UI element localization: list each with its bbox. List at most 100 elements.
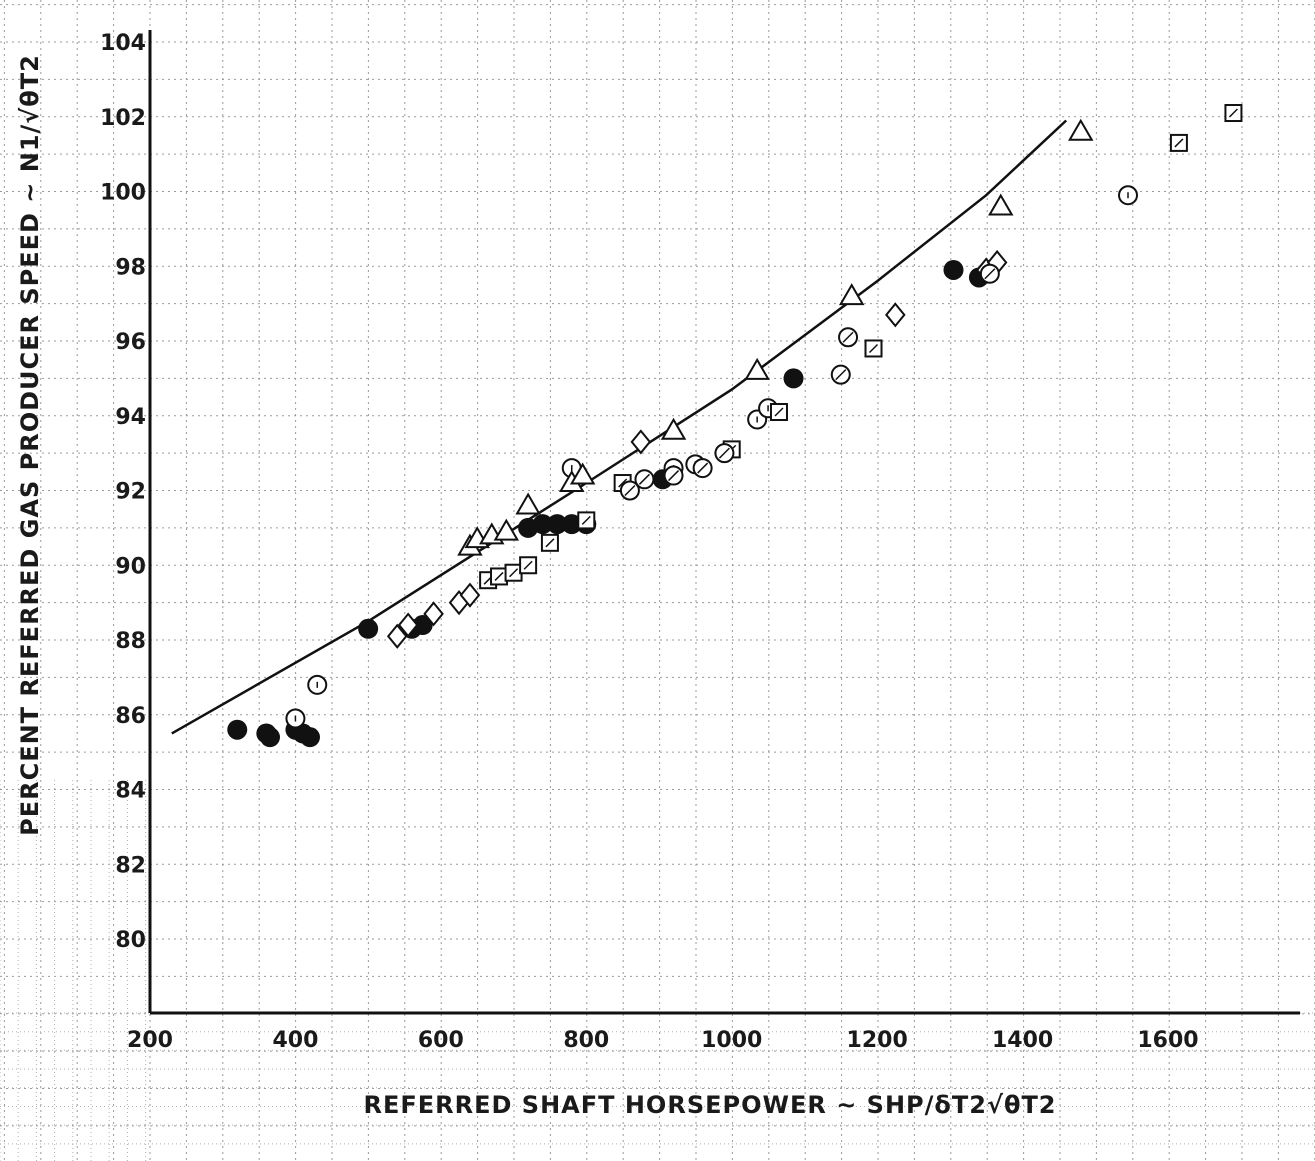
point-mark [227,719,248,740]
y-tick-label: 90 [115,554,146,579]
data-point-flagged-circle [979,263,1000,284]
point-flag [868,343,879,354]
x-tick-label: 1600 [1137,1028,1198,1053]
x-tick-label: 600 [418,1028,464,1053]
point-mark [423,601,444,627]
x-tick-label: 1400 [992,1028,1053,1053]
data-point-flagged-square [1169,133,1188,152]
y-tick-label: 102 [100,106,146,131]
data-point-filled-circle [561,514,582,535]
point-mark [259,727,280,748]
point-mark [412,615,433,636]
point-mark [885,302,906,328]
point-mark [532,514,553,535]
point-mark [358,618,379,639]
point-flag [494,571,504,581]
axes [148,30,1300,1015]
data-point-diamond [386,623,408,649]
point-flag [523,560,533,570]
data-point-diamond [630,429,652,455]
data-point-flagged-square [864,339,883,358]
point-flag [638,473,650,485]
data-point-filled-circle [412,615,433,636]
point-flag [618,478,628,488]
point-flag [718,447,730,459]
data-point-flagged-square [1224,104,1243,123]
x-tick-label: 1000 [701,1028,762,1053]
y-tick-label: 84 [115,779,146,804]
data-point-triangle [744,357,770,380]
x-tick-label: 400 [272,1028,318,1053]
data-point-filled-circle [227,719,248,740]
data-point-filled-circle [299,727,320,748]
point-flag [984,268,996,280]
data-point-flagged-circle [692,458,713,479]
point-flag [842,331,854,343]
y-tick-label: 94 [115,405,146,430]
y-tick-labels: 80 82 84 86 88 90 92 94 96 98 100 102 104 [100,31,146,953]
data-point-filled-circle [259,727,280,748]
data-point-diamond [459,582,481,608]
x-tick-label: 800 [563,1028,609,1053]
point-mark [630,429,652,455]
x-tick-labels: 200 400 600 800 1000 1200 1400 1600 [127,1028,1199,1053]
data-point-filled-circle [943,259,964,280]
y-tick-label: 88 [115,629,146,654]
data-point-triangle [493,518,520,541]
y-axis-label: PERCENT REFERRED GAS PRODUCER SPEED ~ N1… [16,54,44,836]
point-flag [697,462,709,474]
y-tick-label: 92 [115,480,146,505]
y-tick-label: 100 [100,181,146,206]
data-point-triangle [988,193,1014,216]
data-point-filled-circle [547,514,568,535]
point-mark [547,514,568,535]
data-point-triangle [569,462,596,485]
point-mark [459,582,481,608]
point-mark [515,492,541,515]
point-flag [668,470,680,482]
point-mark [397,612,419,638]
point-flag [774,407,784,417]
data-point-flagged-square [540,533,559,552]
data-point-flagged-circle [714,443,735,464]
data-point-open-circle [285,708,306,729]
data-point-triangle [838,283,865,306]
data-point-flagged-square [519,556,538,575]
data-point-triangle [1068,118,1094,141]
data-point-flagged-circle [663,465,684,486]
point-mark [988,193,1014,216]
data-point-flagged-circle [634,469,655,490]
point-mark [943,259,964,280]
y-tick-label: 98 [115,255,146,280]
data-point-diamond [397,612,419,638]
x-tick-label: 1200 [847,1028,908,1053]
point-flag [1174,138,1184,148]
data-point-triangle [660,417,687,440]
x-tick-label: 200 [127,1028,173,1053]
data-point-filled-circle [358,618,379,639]
point-mark [561,514,582,535]
point-flag [509,568,519,578]
data-point-diamond [885,302,906,328]
point-mark [569,462,596,485]
y-tick-label: 96 [115,330,146,355]
data-point-triangle [515,492,541,515]
data-point-filled-circle [532,514,553,535]
point-mark [493,518,520,541]
data-points [227,104,1243,748]
point-mark [783,368,804,389]
point-mark [744,357,770,380]
y-tick-label: 104 [100,31,146,56]
point-mark [299,727,320,748]
y-tick-label: 82 [115,853,146,878]
point-flag [624,484,636,497]
data-point-diamond [423,601,444,627]
data-point-flagged-circle [830,364,851,385]
data-point-flagged-square [769,403,788,422]
point-flag [581,515,591,525]
data-point-flagged-circle [838,327,859,348]
data-point-filled-circle [783,368,804,389]
point-mark [386,623,408,649]
